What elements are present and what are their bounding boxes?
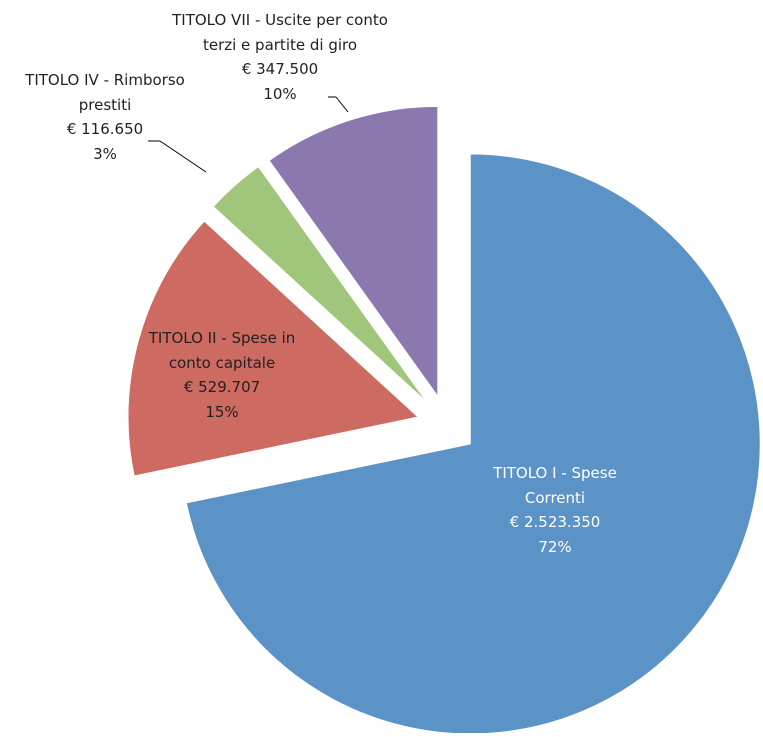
label-name: TITOLO I - Spese Correnti: [493, 464, 617, 507]
label-name: TITOLO VII - Uscite per conto terzi e pa…: [172, 11, 388, 54]
label-percent: 72%: [538, 537, 572, 556]
label-value: € 2.523.350: [509, 513, 601, 531]
label-percent: 10%: [263, 84, 297, 103]
pie-slice: [127, 220, 420, 477]
label-name: TITOLO II - Spese in conto capitale: [148, 329, 296, 372]
leader-line: [159, 140, 207, 173]
label-percent: 15%: [205, 402, 239, 421]
data-label: TITOLO IV - Rimborso prestiti € 116.650 3%: [5, 68, 205, 166]
data-label: TITOLO VII - Uscite per conto terzi e pa…: [170, 8, 390, 106]
pie-slice: [212, 165, 428, 403]
leader-line: [335, 96, 349, 113]
label-box: TITOLO I - Spese Correnti € 2.523.350 72%: [475, 461, 635, 559]
pie-slice: [185, 153, 761, 735]
label-value: € 529.707: [183, 378, 261, 396]
label-value: € 347.500: [241, 60, 319, 78]
label-percent: 3%: [93, 144, 117, 163]
label-name: TITOLO IV - Rimborso prestiti: [25, 71, 185, 114]
pie-slice: [268, 105, 439, 398]
label-box: TITOLO II - Spese in conto capitale € 529…: [132, 326, 312, 424]
data-label: TITOLO II - Spese in conto capitale € 529…: [132, 326, 312, 424]
data-label: TITOLO I - Spese Correnti € 2.523.350 72%: [475, 461, 635, 559]
label-box: TITOLO IV - Rimborso prestiti € 116.650 3%: [5, 68, 205, 166]
label-box: TITOLO VII - Uscite per conto terzi e pa…: [170, 8, 390, 106]
label-value: € 116.650: [66, 120, 144, 138]
